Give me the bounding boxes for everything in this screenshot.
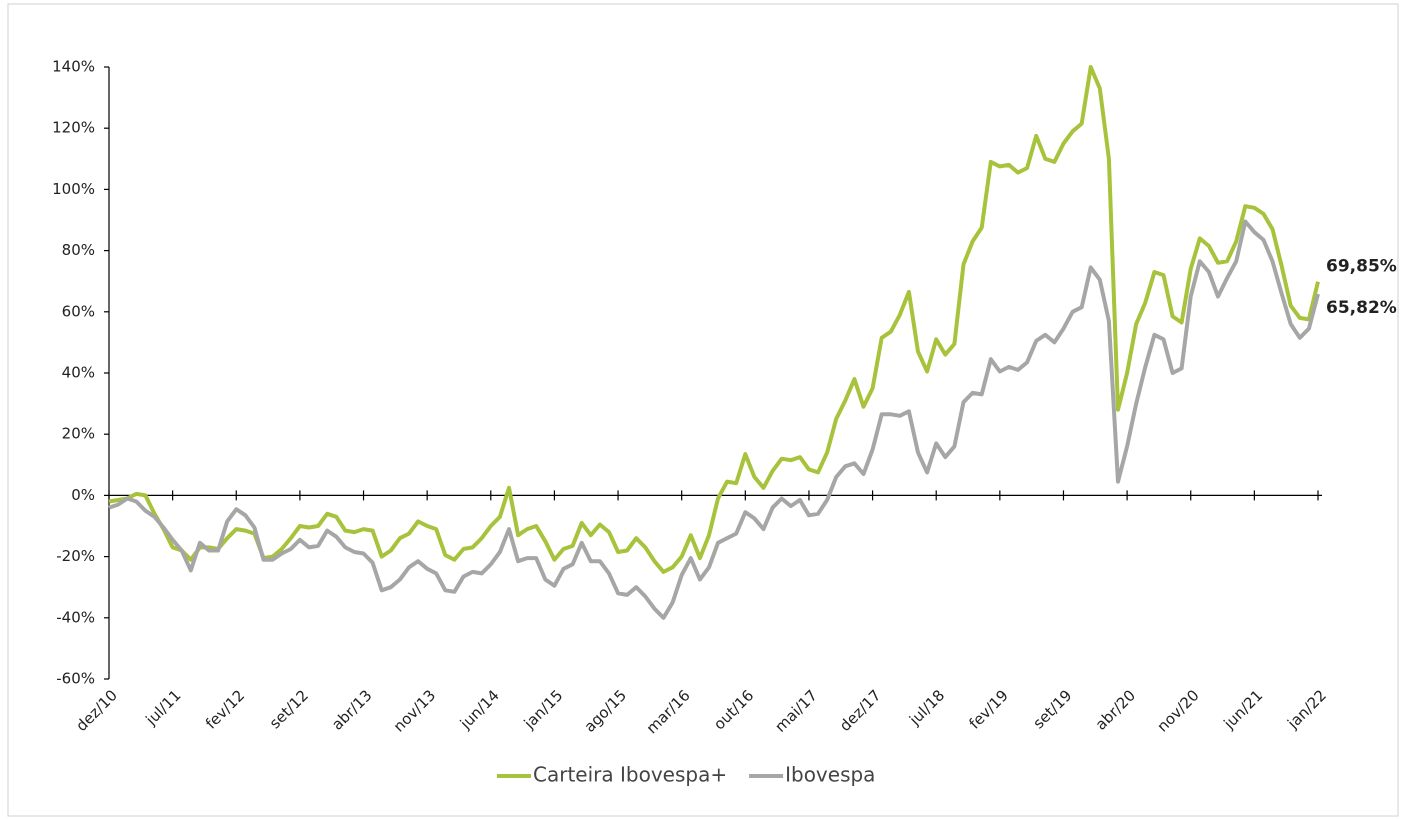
x-tick-label: jan/22 (1283, 686, 1330, 733)
x-tick-label: ago/15 (581, 686, 631, 736)
x-tick-label: out/16 (710, 686, 757, 733)
y-tick-label: -20% (56, 547, 95, 565)
x-tick-label: nov/20 (1153, 686, 1202, 735)
y-tick-label: 20% (62, 425, 95, 443)
y-tick-label: -40% (56, 608, 95, 626)
x-tick-label: fev/12 (202, 686, 248, 732)
y-tick-label: 80% (62, 241, 95, 259)
x-tick-label: jan/15 (520, 686, 567, 733)
chart-border (7, 3, 1399, 817)
y-tick-label: 0% (71, 486, 95, 504)
y-tick-label: 40% (62, 364, 95, 382)
y-tick-label: 100% (52, 180, 95, 198)
x-tick-label: abr/20 (1092, 686, 1139, 733)
x-tick-label: jun/21 (1219, 686, 1266, 733)
value-label: 65,82% (1326, 298, 1397, 318)
x-tick-label: jun/14 (456, 686, 503, 733)
legend-label: Carteira Ibovespa+ (533, 763, 727, 787)
y-tick-label: 60% (62, 302, 95, 320)
x-tick-label: fev/19 (966, 686, 1012, 732)
y-tick-label: 140% (52, 58, 95, 76)
x-tick-label: dez/17 (836, 686, 885, 735)
x-tick-label: set/19 (1029, 686, 1075, 732)
x-tick-label: mar/16 (643, 686, 694, 737)
legend-label: Ibovespa (785, 763, 875, 787)
y-tick-label: 120% (52, 119, 95, 137)
x-tick-label: mai/17 (771, 686, 821, 736)
x-tick-label: jul/11 (142, 686, 185, 729)
x-tick-label: dez/10 (72, 686, 121, 735)
x-tick-label: abr/13 (328, 686, 375, 733)
x-tick-label: jul/18 (905, 686, 948, 729)
y-tick-label: -60% (56, 670, 95, 688)
x-tick-label: set/12 (266, 686, 312, 732)
value-label: 69,85% (1326, 257, 1397, 277)
x-tick-label: nov/13 (390, 686, 439, 735)
series-line (108, 219, 1320, 620)
series-line (108, 65, 1320, 574)
